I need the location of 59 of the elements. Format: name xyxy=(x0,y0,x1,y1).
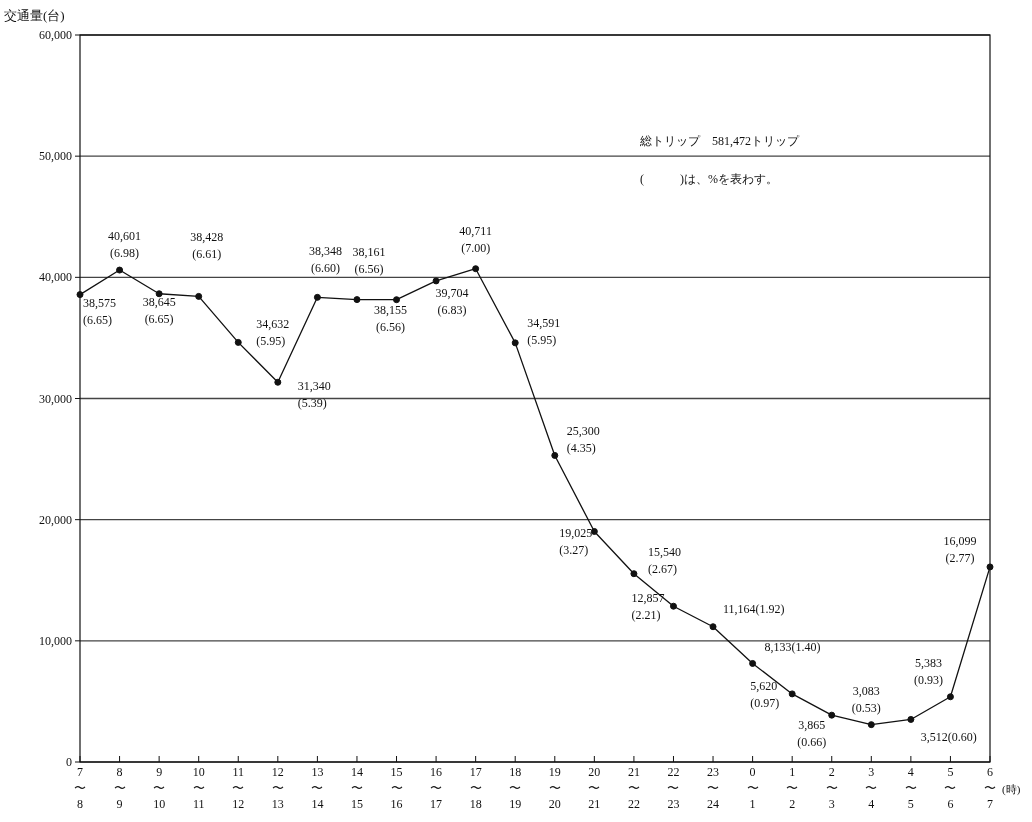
data-label: 40,601 (6.98) xyxy=(108,229,142,261)
data-label: 12,857 (2.21) xyxy=(631,591,665,623)
x-tick-label: 0〜1 xyxy=(746,765,759,811)
data-label: 3,083 (0.53) xyxy=(851,683,881,715)
annotation: ( )は、%を表わす。 xyxy=(640,172,778,186)
data-label: 5,620 (0.97) xyxy=(750,678,780,710)
data-label: 40,711 (7.00) xyxy=(459,223,492,255)
x-tick-label: 12〜13 xyxy=(271,765,284,811)
x-tick-label: 5〜6 xyxy=(944,765,957,811)
x-tick-label: 19〜20 xyxy=(548,765,561,811)
x-tick-label: 6〜7 xyxy=(984,765,996,811)
y-tick-label: 10,000 xyxy=(39,633,72,648)
x-tick-label: 1〜2 xyxy=(786,765,799,811)
x-tick-label: 9〜10 xyxy=(153,765,166,811)
data-label: 38,161 (6.56) xyxy=(352,244,386,276)
x-tick-label: 13〜14 xyxy=(311,765,324,811)
x-tick-label: 14〜15 xyxy=(350,765,363,811)
data-label: 11,164(1.92) xyxy=(723,601,785,616)
data-label: 19,025 (3.27) xyxy=(559,526,593,558)
data-label: 16,099 (2.77) xyxy=(943,533,977,565)
x-tick-label: 21〜22 xyxy=(627,765,640,811)
data-label: 3,512(0.60) xyxy=(920,730,977,745)
data-label: 15,540 (2.67) xyxy=(647,544,681,576)
x-tick-label: 17〜18 xyxy=(469,765,482,811)
x-tick-label: 20〜21 xyxy=(588,765,601,811)
data-label: 38,348 (6.60) xyxy=(308,244,342,276)
y-tick-label: 60,000 xyxy=(39,28,72,42)
data-label: 39,704 (6.83) xyxy=(435,285,469,317)
x-tick-label: 10〜11 xyxy=(192,765,205,811)
x-tick-label: 8〜9 xyxy=(113,765,126,811)
x-tick-label: 11〜12 xyxy=(232,765,245,811)
data-label: 8,133(1.40) xyxy=(764,640,821,655)
data-label: 25,300 (4.35) xyxy=(566,424,600,456)
data-label: 31,340 (5.39) xyxy=(297,379,331,411)
annotation: 総トリップ 581,472トリップ xyxy=(639,134,800,148)
x-tick-label: 23〜24 xyxy=(707,765,720,811)
x-tick-label: 2〜3 xyxy=(825,765,838,811)
x-tick-label: 4〜5 xyxy=(904,765,917,811)
x-tick-label: 15〜16 xyxy=(390,765,403,811)
data-label: 38,575 (6.65) xyxy=(83,295,116,327)
x-tick-label: 3〜4 xyxy=(865,765,878,811)
y-tick-label: 30,000 xyxy=(39,391,72,406)
x-tick-label: 7〜8 xyxy=(74,765,86,811)
data-label: 38,645 (6.65) xyxy=(142,294,176,326)
y-tick-label: 40,000 xyxy=(39,270,72,285)
y-tick-label: 0 xyxy=(66,755,72,769)
data-label: 34,632 (5.95) xyxy=(256,317,290,349)
y-tick-label: 50,000 xyxy=(39,149,72,164)
data-label: 34,591 (5.95) xyxy=(527,315,561,347)
data-label: 38,428 (6.61) xyxy=(190,230,224,262)
y-axis-title: 交通量(台) xyxy=(4,8,65,23)
y-tick-label: 20,000 xyxy=(39,512,72,527)
data-label: 5,383 (0.93) xyxy=(913,655,943,687)
data-label: 3,865 (0.66) xyxy=(797,718,827,750)
x-tick-label: 18〜19 xyxy=(509,765,522,811)
x-tick-label: 16〜17 xyxy=(430,765,443,811)
x-axis-title: (時) xyxy=(1002,783,1021,796)
x-tick-label: 22〜23 xyxy=(667,765,680,811)
data-label: 38,155 (6.56) xyxy=(374,302,408,334)
